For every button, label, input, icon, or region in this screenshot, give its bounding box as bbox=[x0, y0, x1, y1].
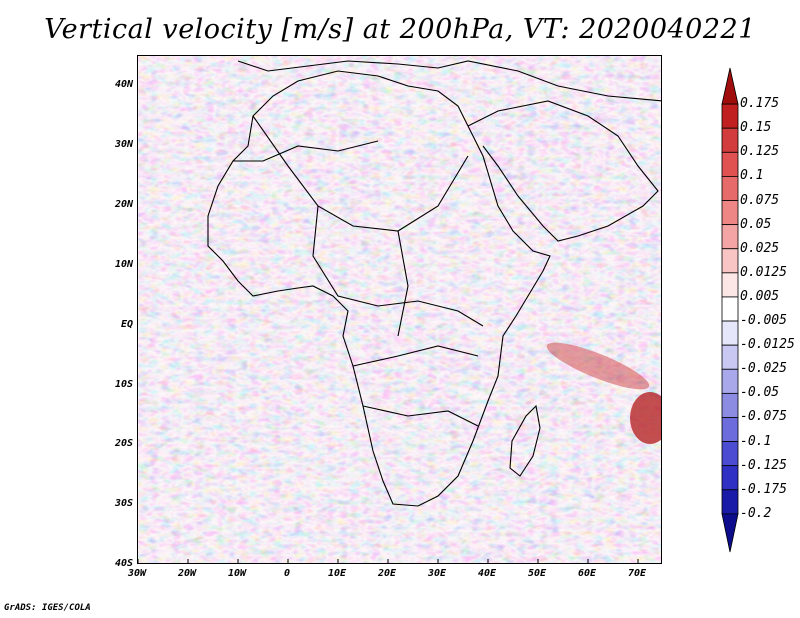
arabia-coast bbox=[467, 100, 659, 242]
colorbar-level-label: -0.0125 bbox=[740, 337, 795, 353]
lat-label-10n: 10N bbox=[114, 259, 133, 270]
colorbar-bin bbox=[721, 489, 739, 515]
colorbar-bin bbox=[721, 200, 739, 226]
colorbar-level-label: -0.075 bbox=[740, 409, 787, 425]
colorbar-bin bbox=[721, 296, 739, 322]
colorbar-bin bbox=[721, 417, 739, 442]
lat-label-20s: 20S bbox=[114, 438, 133, 449]
lon-label-0: 0 bbox=[283, 568, 291, 579]
lat-label-eq: EQ bbox=[120, 319, 133, 330]
colorbar-bin bbox=[721, 320, 739, 346]
colorbar-level-label: -0.175 bbox=[740, 481, 787, 497]
colorbar-level-label: 0.125 bbox=[740, 144, 780, 160]
colorbar-level-label: 0.05 bbox=[740, 216, 772, 232]
colorbar-level-label: -0.2 bbox=[740, 505, 772, 521]
coastlines bbox=[207, 60, 661, 507]
colorbar-level-label: -0.025 bbox=[740, 361, 787, 377]
lon-label-50e: 50E bbox=[527, 568, 547, 579]
border-1 bbox=[252, 115, 469, 232]
colorbar-level-label: -0.005 bbox=[740, 313, 787, 329]
europe-coast bbox=[237, 60, 661, 102]
lon-label-20w: 20W bbox=[177, 568, 197, 579]
chart-title: Vertical velocity [m/s] at 200hPa, VT: 2… bbox=[44, 14, 756, 45]
velocity-field-map bbox=[138, 56, 661, 563]
colorbar-level-label: 0.025 bbox=[740, 240, 780, 256]
lon-label-30e: 30E bbox=[427, 568, 447, 579]
lat-label-20n: 20N bbox=[114, 199, 133, 210]
border-4 bbox=[362, 405, 479, 427]
colorbar-level-label: -0.125 bbox=[740, 457, 787, 473]
colorbar-bin bbox=[721, 151, 739, 177]
border-6 bbox=[233, 140, 379, 162]
colorbar-bin bbox=[721, 441, 739, 467]
colorbar-bin bbox=[721, 248, 739, 274]
colorbar-bin bbox=[721, 224, 739, 250]
lon-label-60e: 60E bbox=[577, 568, 597, 579]
colorbar-level-label: 0.1 bbox=[740, 168, 764, 184]
lat-label-10s: 10S bbox=[114, 379, 133, 390]
frame-ticks bbox=[138, 559, 639, 563]
lat-label-40s: 40S bbox=[114, 558, 133, 569]
colorbar-bin bbox=[721, 67, 739, 105]
colorbar-level-label: 0.175 bbox=[740, 96, 780, 112]
field-texture bbox=[138, 56, 661, 563]
colorbar-bin bbox=[721, 344, 739, 370]
africa-coastline bbox=[207, 70, 551, 507]
lat-label-30s: 30S bbox=[114, 498, 133, 509]
lat-label-40n: 40N bbox=[114, 79, 133, 90]
border-5 bbox=[397, 230, 409, 337]
colorbar-level-label: -0.1 bbox=[740, 433, 772, 449]
madagascar bbox=[509, 404, 541, 477]
colorbar-level-label: -0.05 bbox=[740, 385, 780, 401]
lon-label-30w: 30W bbox=[127, 568, 147, 579]
border-2 bbox=[312, 205, 484, 327]
grads-credit: GrADS: IGES/COLA bbox=[4, 603, 91, 613]
lon-label-10e: 10E bbox=[327, 568, 347, 579]
colorbar-bin bbox=[721, 368, 739, 394]
colorbar-level-label: 0.15 bbox=[740, 120, 772, 136]
colorbar-bin bbox=[721, 465, 739, 491]
colorbar-bin bbox=[721, 392, 739, 418]
colorbar-bin bbox=[721, 127, 739, 153]
colorbar-bin bbox=[721, 176, 739, 201]
colorbar-bin bbox=[721, 272, 739, 298]
border-3 bbox=[352, 345, 479, 367]
lon-label-40e: 40E bbox=[477, 568, 497, 579]
convective-band bbox=[546, 342, 650, 390]
lon-label-70e: 70E bbox=[627, 568, 647, 579]
colorbar-level-label: 0.075 bbox=[740, 192, 780, 208]
colorbar-level-label: 0.0125 bbox=[740, 264, 787, 280]
lon-label-20e: 20E bbox=[377, 568, 397, 579]
colorbar-bin bbox=[721, 103, 739, 129]
colorbar-bin bbox=[721, 513, 739, 553]
lon-label-10w: 10W bbox=[227, 568, 247, 579]
lat-label-30n: 30N bbox=[114, 139, 133, 150]
colorbar-level-label: 0.005 bbox=[740, 288, 780, 304]
map-panel bbox=[137, 55, 662, 564]
cyclone-feature bbox=[630, 392, 661, 444]
